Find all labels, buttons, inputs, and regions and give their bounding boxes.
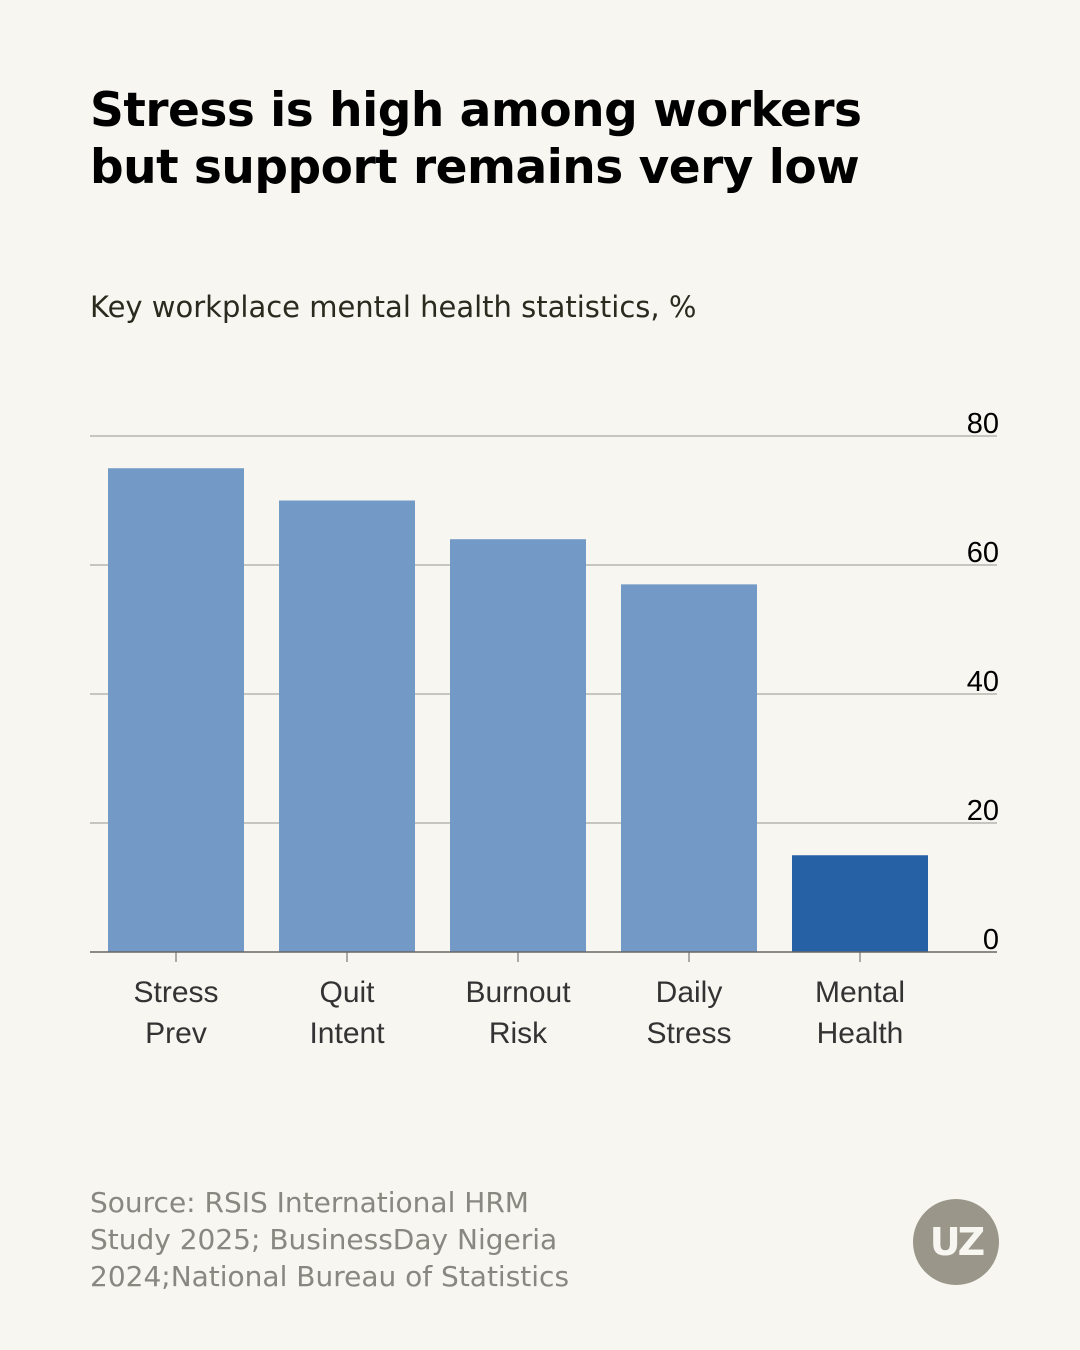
x-tick-label-3: Daily Stress <box>646 976 731 1050</box>
chart-title: Stress is high among workers but support… <box>90 82 1010 196</box>
x-tick-label-1: Quit Intent <box>309 976 385 1050</box>
source-line-2: Study 2025; BusinessDay Nigeria <box>90 1223 558 1256</box>
bar-mental-health <box>792 855 928 952</box>
chart-subtitle: Key workplace mental health statistics, … <box>90 290 697 324</box>
y-tick-label-20: 20 <box>967 795 999 827</box>
title-line-2: but support remains very low <box>90 140 860 195</box>
source-note: Source: RSIS International HRM Study 202… <box>90 1184 650 1295</box>
x-tick-label-2: Burnout Risk <box>465 976 571 1050</box>
brand-logo-icon: UZ <box>913 1199 999 1285</box>
y-tick-labels: 0 20 40 60 80 <box>967 408 999 956</box>
source-line-1: Source: RSIS International HRM <box>90 1186 529 1219</box>
y-tick-label-40: 40 <box>967 666 999 698</box>
x-tick-label-0: Stress Prev <box>133 976 218 1050</box>
bars <box>108 468 928 952</box>
bar-chart: 0 20 40 60 80 Stress Prev Quit Intent Burnout Ris… <box>90 408 999 1050</box>
x-axis <box>90 951 997 962</box>
title-line-1: Stress is high among workers <box>90 83 862 138</box>
bar-burnout-risk <box>450 539 586 952</box>
bar-stress-prev <box>108 468 244 952</box>
y-tick-label-80: 80 <box>967 408 999 440</box>
y-tick-label-0: 0 <box>983 924 999 956</box>
bar-quit-intent <box>279 500 415 952</box>
y-tick-label-60: 60 <box>967 537 999 569</box>
x-tick-labels: Stress Prev Quit Intent Burnout Risk Daily Stre… <box>133 976 905 1050</box>
source-line-3: 2024;National Bureau of Statistics <box>90 1260 570 1293</box>
bar-daily-stress <box>621 584 757 952</box>
x-tick-label-4: Mental Health <box>815 976 905 1050</box>
